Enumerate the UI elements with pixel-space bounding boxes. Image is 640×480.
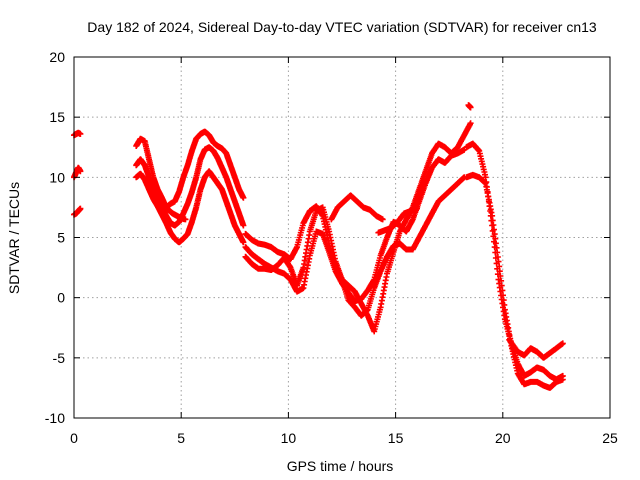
series-track-i [243, 147, 468, 305]
x-tick-label: 10 [281, 430, 297, 446]
x-tick-label: 20 [495, 430, 511, 446]
series-track-b [71, 165, 83, 181]
series-track-a [71, 130, 83, 138]
y-tick-label: 10 [49, 169, 65, 185]
chart-title: Day 182 of 2024, Sidereal Day-to-day VTE… [87, 19, 597, 35]
y-tick-label: -10 [45, 410, 65, 426]
plus-markers [466, 102, 474, 110]
series-track-o [463, 172, 565, 391]
plus-markers [71, 165, 83, 181]
x-tick-label: 5 [177, 430, 185, 446]
plus-markers [463, 172, 565, 391]
x-tick-label: 15 [388, 430, 404, 446]
x-tick-label: 25 [602, 430, 618, 446]
x-tick-label: 0 [70, 430, 78, 446]
y-tick-label: -5 [53, 350, 66, 366]
plus-markers [328, 192, 385, 222]
series-track-c [71, 206, 83, 218]
plus-markers [71, 130, 83, 138]
series-track-m [466, 102, 474, 110]
y-tick-label: 0 [57, 290, 65, 306]
y-axis-label: SDTVAR / TECUs [6, 182, 22, 294]
plus-markers [243, 147, 468, 305]
grid-lines [74, 57, 610, 418]
series-track-k [328, 192, 385, 222]
y-tick-label: 20 [49, 49, 65, 65]
x-axis-label: GPS time / hours [287, 458, 394, 474]
plus-markers [71, 206, 83, 218]
y-tick-label: 5 [57, 230, 65, 246]
sdtvar-chart: Day 182 of 2024, Sidereal Day-to-day VTE… [0, 0, 640, 480]
y-tick-label: 15 [49, 109, 65, 125]
data-points [71, 102, 566, 391]
